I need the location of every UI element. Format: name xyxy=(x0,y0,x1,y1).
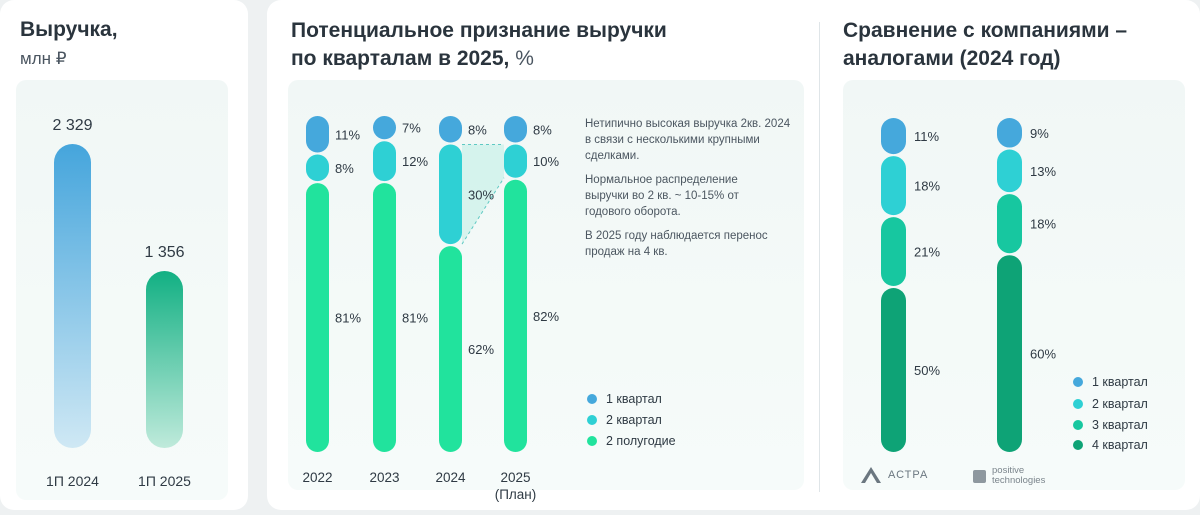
quarterly-segment xyxy=(373,183,396,452)
quarterly-segment xyxy=(504,116,527,143)
quarterly-year-label: 2022 xyxy=(302,470,332,485)
quarterly-segment xyxy=(504,144,527,178)
quarterly-year-label: 2023 xyxy=(369,470,399,485)
astra-logo: АСТРА xyxy=(860,466,928,484)
legend-label: 3 квартал xyxy=(1092,418,1148,432)
highlight-band xyxy=(462,144,504,245)
peers-segment xyxy=(881,217,906,286)
legend-dot xyxy=(1073,440,1083,450)
quarterly-segment xyxy=(504,179,527,452)
quarterly-title-unit: % xyxy=(515,47,534,70)
quarterly-segment-label: 8% xyxy=(468,122,487,137)
legend-label: 1 квартал xyxy=(606,392,662,406)
legend-dot xyxy=(587,415,597,425)
quarterly-year-label: 2025 xyxy=(500,470,530,485)
revenue-category-label: 1П 2024 xyxy=(46,473,99,489)
peers-segment-label: 18% xyxy=(914,179,940,194)
revenue-chart: 2 329 1П 2024 1 356 1П 2025 xyxy=(46,117,191,489)
quarterly-segment xyxy=(439,144,462,245)
pt-logo-text: positive technologies xyxy=(992,466,1045,486)
peers-segment-label: 60% xyxy=(1030,347,1056,362)
peers-segment-label: 18% xyxy=(1030,217,1056,232)
peers-segment xyxy=(881,118,906,155)
quarterly-segment-label: 81% xyxy=(402,311,428,326)
quarterly-card: Потенциальное признание выручки по кварт… xyxy=(267,0,1200,510)
highlight-band-line xyxy=(461,177,505,245)
quarterly-segment-label: 10% xyxy=(533,154,559,169)
quarterly-segment-label: 62% xyxy=(468,342,494,357)
quarterly-segment xyxy=(373,141,396,182)
peers-segment xyxy=(997,194,1022,254)
revenue-title-text: Выручка, xyxy=(20,18,118,41)
peers-segment-label: 13% xyxy=(1030,164,1056,179)
revenue-card: Выручка, млн ₽ 2 329 1П 2024 1 356 1П 2025 xyxy=(0,0,248,510)
quarterly-title-line1: Потенциальное признание выручки xyxy=(291,19,667,42)
quarterly-title: Потенциальное признание выручки по кварт… xyxy=(291,17,667,73)
legend-dot xyxy=(587,436,597,446)
quarterly-segment-label: 82% xyxy=(533,309,559,324)
revenue-title: Выручка, млн ₽ xyxy=(20,16,118,73)
peers-title-line2: аналогами (2024 год) xyxy=(843,47,1061,70)
quarterly-segment-label: 7% xyxy=(402,121,421,136)
peers-title-line1: Сравнение с компаниями – xyxy=(843,19,1128,42)
legend-dot xyxy=(587,394,597,404)
peers-segment xyxy=(997,255,1022,452)
astra-logo-icon xyxy=(861,467,881,483)
peers-segment xyxy=(997,149,1022,193)
revenue-value-label: 2 329 xyxy=(52,117,92,134)
legend-label: 4 квартал xyxy=(1092,438,1148,452)
pt-logo-line2: technologies xyxy=(992,475,1046,486)
pt-logo-square-icon xyxy=(973,469,986,483)
pt-logo: positive technologies xyxy=(973,466,1045,486)
revenue-bar xyxy=(146,271,183,448)
peers-segment xyxy=(881,156,906,216)
note-3: В 2025 году наблюдается перенос продаж н… xyxy=(585,230,768,258)
note-1: Нетипично высокая выручка 2кв. 2024 в св… xyxy=(585,118,791,162)
quarterly-segment-label: 8% xyxy=(533,122,552,137)
legend-label: 2 полугодие xyxy=(606,434,676,448)
legend-dot xyxy=(1073,399,1083,409)
legend-label: 2 квартал xyxy=(606,413,662,427)
quarterly-segment-label: 12% xyxy=(402,154,428,169)
peers-segment-label: 50% xyxy=(914,363,940,378)
quarterly-and-peers-charts: 11% 8% 81% 2022 7% 12% 81% 2023 8% 30% 62% 2024 8% 10… xyxy=(302,116,1148,502)
revenue-unit: млн ₽ xyxy=(20,49,67,68)
quarterly-segment xyxy=(306,183,329,452)
quarterly-year-sublabel: (План) xyxy=(495,487,537,502)
peers-segment-label: 11% xyxy=(914,129,939,144)
revenue-chart-panel xyxy=(16,80,228,500)
revenue-bar xyxy=(54,144,91,448)
revenue-value-label: 1 356 xyxy=(144,244,184,261)
peers-segment-label: 9% xyxy=(1030,126,1049,141)
legend-label: 1 квартал xyxy=(1092,375,1148,389)
quarterly-segment xyxy=(306,116,329,153)
astra-logo-text: АСТРА xyxy=(888,469,929,481)
quarterly-divider xyxy=(819,22,820,492)
quarterly-segment xyxy=(306,154,329,182)
peers-title: Сравнение с компаниями – аналогами (2024… xyxy=(843,17,1127,73)
quarterly-segment xyxy=(439,246,462,452)
legend-label: 2 квартал xyxy=(1092,397,1148,411)
quarterly-segment-label: 30% xyxy=(468,187,494,202)
quarterly-segment-label: 11% xyxy=(335,127,360,142)
revenue-category-label: 1П 2025 xyxy=(138,473,191,489)
legend-dot xyxy=(1073,377,1083,387)
legend-dot xyxy=(1073,420,1083,430)
quarterly-segment-label: 81% xyxy=(335,311,361,326)
peers-segment xyxy=(881,288,906,452)
quarterly-segment-label: 8% xyxy=(335,161,354,176)
quarterly-title-line2: по кварталам в 2025, xyxy=(291,47,510,70)
quarterly-segment xyxy=(439,116,462,143)
quarterly-segment xyxy=(373,116,396,140)
quarterly-year-label: 2024 xyxy=(435,470,466,485)
pt-logo-line1: positive xyxy=(992,465,1025,476)
peers-segment-label: 21% xyxy=(914,245,940,260)
note-2: Нормальное распределение выручки во 2 кв… xyxy=(585,174,739,218)
peers-segment xyxy=(997,118,1022,148)
